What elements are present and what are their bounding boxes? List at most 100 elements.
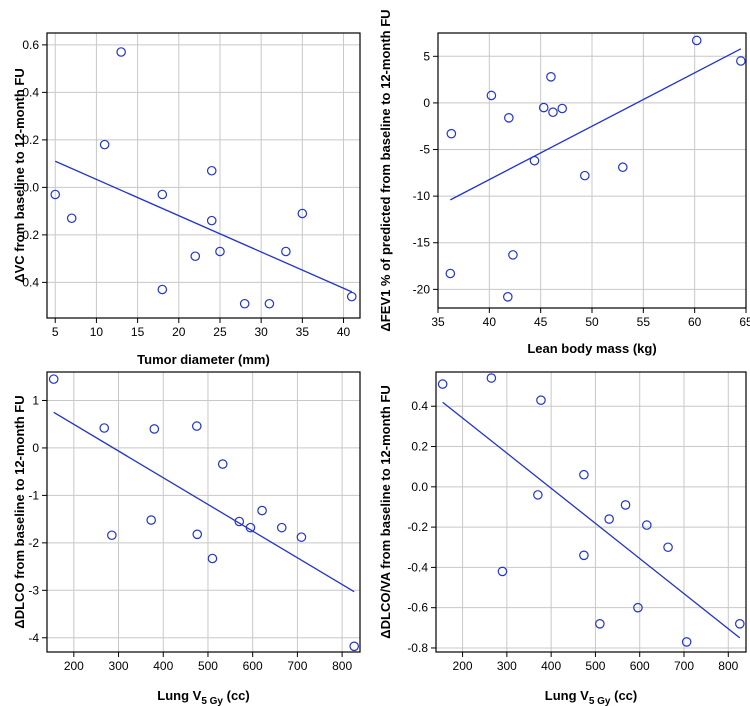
chart2-data-point <box>529 155 540 166</box>
chart1-data-point <box>281 246 291 257</box>
chart1-x-tick-label: 30 <box>254 325 268 339</box>
chart3-data-point <box>257 505 267 516</box>
chart3-data-point <box>349 641 359 652</box>
chart2-data-point <box>445 268 456 279</box>
chart4-x-tick-label: 700 <box>674 659 694 673</box>
chart4-data-point <box>663 542 673 553</box>
chart2-data-point <box>504 113 514 123</box>
chart2-data-point <box>538 102 549 113</box>
chart1-data-point <box>346 291 357 302</box>
chart1-x-tick-label: 20 <box>172 325 186 339</box>
chart1-data-point <box>66 213 77 224</box>
chart4-data-point <box>536 395 546 406</box>
chart1-x-tick-label: 5 <box>52 325 59 339</box>
chart1-data-point <box>157 284 168 295</box>
chart2-x-tick-label: 50 <box>585 315 599 329</box>
chart4-x-tick-label: 300 <box>497 659 517 673</box>
chart2-data-point <box>503 292 513 302</box>
chart3-y-tick-label: -2 <box>28 536 39 550</box>
chart1-regression-line <box>54 160 353 293</box>
chart4-data-point <box>681 637 692 647</box>
chart1-x-axis-label: Tumor diameter (mm) <box>137 352 270 367</box>
chart1-x-tick-label: 25 <box>213 325 227 339</box>
chart3-y-tick-label: -3 <box>28 583 39 597</box>
chart4-regression-line <box>442 401 741 639</box>
chart2-y-tick-label: -10 <box>413 189 431 203</box>
chart4-x-axis-label: Lung V5 Gy (cc) <box>545 688 637 706</box>
chart3-y-axis-label: ΔDLCO from baseline to 12-month FU <box>12 395 27 628</box>
chart2-y-tick-label: -5 <box>419 143 430 157</box>
chart1-data-point <box>116 47 126 57</box>
chart3-x-axis-label: Lung V5 Gy (cc) <box>157 688 249 706</box>
chart3-x-tick-label: 800 <box>332 659 352 673</box>
chart4-x-tick-label: 500 <box>585 659 605 673</box>
chart4-data-point <box>641 520 652 530</box>
chart4-data-point <box>595 618 605 629</box>
chart1-y-axis-label: ΔVC from baseline to 12-month FU <box>12 68 27 282</box>
chart4-data-point <box>604 514 614 524</box>
chart2-x-axis-label: Lean body mass (kg) <box>527 341 656 356</box>
chart4-y-axis-label: ΔDLCO/VA from baseline to 12-month FU <box>378 385 393 638</box>
chart4-data-point <box>533 490 543 500</box>
chart4-y-tick-label: -0.8 <box>407 641 428 655</box>
chart4-x-tick-label: 200 <box>453 659 473 673</box>
chart3-data-point <box>296 532 307 542</box>
chart1-data-point <box>99 139 110 150</box>
chart3-x-tick-label: 500 <box>198 659 218 673</box>
chart2-y-tick-label: -20 <box>413 282 431 296</box>
chart3-x-tick-label: 700 <box>287 659 307 673</box>
chart1-y-tick-label: 0.4 <box>22 275 39 289</box>
chart3-data-point <box>48 374 59 384</box>
chart4-data-point <box>486 373 497 383</box>
chart2-x-tick-label: 60 <box>688 315 702 329</box>
chart1-data-point <box>206 165 217 176</box>
chart2-data-point <box>580 170 590 181</box>
chart3-regression-line <box>53 411 355 593</box>
chart2-data-point <box>486 90 497 101</box>
chart1-data-point <box>157 189 168 200</box>
chart1-y-tick-label: 0.0 <box>22 180 39 194</box>
chart3-panel: 200 300 400 500 600 700 800 -4 -3 -2 -1 0 1 Lung V5 G… <box>12 371 361 706</box>
chart2-data-point <box>557 103 568 114</box>
chart3-y-tick-label: 1 <box>32 393 39 407</box>
chart3-data-point <box>149 424 160 434</box>
chart1-data-point <box>239 298 250 309</box>
chart2-data-point <box>548 107 558 118</box>
chart3-data-point <box>107 530 117 541</box>
chart4-y-tick-label: -0.6 <box>407 601 428 615</box>
chart4-data-point <box>437 379 448 389</box>
chart1-plot-frame <box>46 32 361 319</box>
chart4-y-tick-label: 0.2 <box>411 440 428 454</box>
chart1-data-point <box>50 189 61 200</box>
chart4-data-point <box>734 618 745 629</box>
chart3-data-point <box>191 421 202 431</box>
chart3-x-tick-label: 200 <box>64 659 84 673</box>
chart4-plot-frame <box>435 371 747 653</box>
chart1-data-point <box>297 208 308 219</box>
chart4-x-tick-label: 800 <box>718 659 738 673</box>
chart1-data-point <box>264 298 275 309</box>
chart4-x-tick-label: 600 <box>630 659 650 673</box>
chart2-x-tick-label: 55 <box>637 315 651 329</box>
chart1-y-tick-label: 0.4 <box>22 85 39 99</box>
chart3-data-point <box>146 515 156 525</box>
chart1-panel: 5 10 15 20 25 30 35 40 0.4 0.2 0.0 0.2 0.4 0.6 Tumor d… <box>12 32 361 367</box>
chart2-data-point <box>446 128 457 139</box>
chart1-x-tick-label: 10 <box>90 325 104 339</box>
chart3-data-point <box>192 529 203 540</box>
chart2-data-point <box>546 72 556 82</box>
chart4-y-tick-label: -0.2 <box>407 520 428 534</box>
chart4-y-tick-label: 0.0 <box>411 480 428 494</box>
chart3-data-point <box>207 553 218 564</box>
chart3-x-tick-label: 300 <box>109 659 129 673</box>
chart2-y-tick-label: -15 <box>413 236 431 250</box>
chart2-regression-line <box>450 48 742 201</box>
chart1-x-tick-label: 40 <box>337 325 351 339</box>
chart3-x-tick-label: 400 <box>153 659 173 673</box>
chart1-data-point <box>190 251 201 262</box>
chart4-data-point <box>579 550 589 561</box>
chart4-data-point <box>579 469 589 480</box>
chart3-data-point <box>99 423 110 433</box>
chart4-data-point <box>620 500 631 510</box>
